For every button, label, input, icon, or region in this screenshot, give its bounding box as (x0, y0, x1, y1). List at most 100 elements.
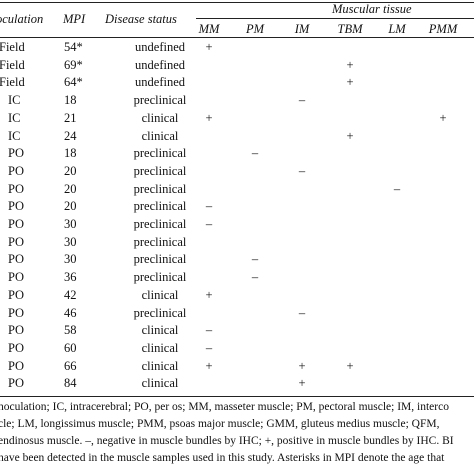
cell-mpi: 66 (64, 358, 77, 373)
cell-inoculation: PO (8, 146, 24, 161)
cell-result-mm: – (205, 199, 213, 214)
cell-disease-status: undefined (135, 75, 185, 90)
cell-inoculation: PO (8, 376, 24, 391)
cell-inoculation: PO (8, 199, 24, 214)
cell-disease-status: preclinical (133, 305, 187, 320)
header-muscle-lm: LM (388, 22, 406, 36)
cell-disease-status: preclinical (133, 181, 187, 196)
table-row: PO 20 preclinical – (0, 164, 474, 182)
cell-inoculation: PO (8, 270, 24, 285)
cell-inoculation: PO (8, 234, 24, 249)
cell-inoculation: IC (8, 110, 21, 125)
muscular-tissue-rule (196, 18, 474, 19)
cell-result-im: – (298, 163, 306, 178)
cell-mpi: 24 (64, 128, 77, 143)
table-row: PO 20 preclinical – (0, 182, 474, 200)
cell-result-im: + (298, 358, 306, 373)
cell-inoculation: PO (8, 217, 24, 231)
cell-result-tbm: + (346, 128, 354, 143)
cell-mpi: 64* (64, 75, 83, 90)
cell-result-tbm: + (346, 57, 354, 72)
cell-mpi: 58 (64, 323, 77, 338)
cell-disease-status: undefined (135, 57, 185, 72)
cell-result-pm: – (251, 146, 259, 161)
table-row: IC 18 preclinical – (0, 93, 474, 111)
table-row: IC 24 clinical + (0, 129, 474, 147)
cell-inoculation: PO (8, 358, 24, 373)
header-mpi: MPI (63, 12, 86, 26)
cell-mpi: 36 (64, 270, 77, 285)
table-row: PO 46 preclinical – (0, 306, 474, 324)
cell-result-mm: + (205, 110, 213, 125)
header-muscle-tbm: TBM (337, 22, 363, 36)
cell-inoculation: IC (8, 93, 21, 108)
cell-mpi: 30 (64, 217, 77, 231)
footnote-line: endinosus muscle. –, negative in muscle … (0, 435, 454, 447)
table-bottom-rule (0, 396, 474, 397)
cell-result-im: – (298, 305, 306, 320)
header-muscle-im: IM (294, 22, 310, 36)
table-row: PO 66 clinical + + + (0, 359, 474, 377)
cell-disease-status: clinical (141, 287, 179, 302)
table-row: PO 30 preclinical – (0, 252, 474, 270)
cell-disease-status: clinical (141, 323, 179, 338)
table-row: PO 58 clinical – (0, 323, 474, 341)
cell-disease-status: preclinical (133, 234, 187, 249)
top-rule (0, 2, 474, 3)
cell-result-mm: + (205, 287, 213, 302)
cell-mpi: 84 (64, 376, 77, 391)
cell-result-im: + (298, 376, 306, 391)
cell-mpi: 18 (64, 146, 77, 161)
table-row: PO 30 preclinical – (0, 217, 474, 235)
cell-result-mm: – (205, 340, 213, 355)
cell-mpi: 60 (64, 340, 77, 355)
cell-mpi: 20 (64, 199, 77, 214)
cell-result-pmm: + (439, 110, 447, 125)
cell-mpi: 30 (64, 252, 77, 267)
cell-disease-status: clinical (141, 376, 179, 391)
cell-mpi: 20 (64, 181, 77, 196)
cell-mpi: 46 (64, 305, 77, 320)
cell-disease-status: undefined (135, 40, 185, 54)
table-row: PO 60 clinical – (0, 341, 474, 359)
cell-disease-status: preclinical (133, 163, 187, 178)
cell-mpi: 54* (64, 40, 83, 54)
table-row: PO 18 preclinical – (0, 146, 474, 164)
cell-inoculation: PO (8, 181, 24, 196)
cell-inoculation: PO (8, 305, 24, 320)
header-inoculation: oculation (0, 12, 44, 26)
table-row: PO 84 clinical + (0, 376, 474, 394)
cell-disease-status: preclinical (133, 93, 187, 108)
header-disease-status: Disease status (105, 12, 177, 26)
header-bottom-rule (0, 37, 474, 38)
cell-disease-status: preclinical (133, 217, 187, 231)
cell-disease-status: clinical (141, 340, 179, 355)
cell-disease-status: preclinical (133, 270, 187, 285)
header-muscular-tissue: Muscular tissue (332, 2, 412, 16)
cell-result-im: – (298, 93, 306, 108)
cell-inoculation: PO (8, 323, 24, 338)
table-row: PO 30 preclinical (0, 235, 474, 253)
cell-mpi: 20 (64, 163, 77, 178)
cell-disease-status: clinical (141, 128, 179, 143)
cell-disease-status: preclinical (133, 252, 187, 267)
cell-result-tbm: + (346, 75, 354, 90)
cell-mpi: 21 (64, 110, 77, 125)
cell-result-mm: + (205, 358, 213, 373)
table-row: Field 54* undefined + (0, 40, 474, 58)
cell-result-mm: + (205, 40, 213, 54)
cell-result-lm: – (393, 181, 401, 196)
table-row: Field 64* undefined + (0, 75, 474, 93)
table-row: PO 36 preclinical – (0, 270, 474, 288)
cell-inoculation: PO (8, 163, 24, 178)
cell-mpi: 42 (64, 287, 77, 302)
cell-disease-status: clinical (141, 358, 179, 373)
cell-disease-status: preclinical (133, 146, 187, 161)
table-row: PO 42 clinical + (0, 288, 474, 306)
cell-result-mm: – (205, 217, 213, 231)
cell-result-tbm: + (346, 358, 354, 373)
table-row: Field 69* undefined + (0, 58, 474, 76)
cell-result-mm: – (205, 323, 213, 338)
header-muscle-mm: MM (198, 22, 220, 36)
